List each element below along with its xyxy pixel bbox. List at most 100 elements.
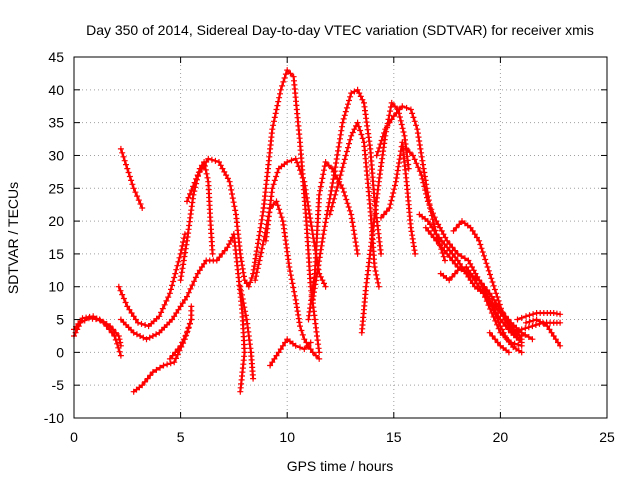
data-point xyxy=(418,153,425,160)
data-point xyxy=(171,313,178,320)
data-point xyxy=(420,165,427,172)
series-pass-ad xyxy=(514,310,564,323)
data-point xyxy=(269,359,276,366)
data-point xyxy=(316,191,323,198)
y-tick-label: 45 xyxy=(48,49,64,65)
x-tick-label: 15 xyxy=(386,429,402,445)
data-point xyxy=(525,334,532,340)
data-point xyxy=(490,282,497,289)
data-point xyxy=(279,342,286,349)
data-point xyxy=(437,224,443,231)
y-tick-label: -10 xyxy=(44,410,64,426)
data-point xyxy=(177,303,184,310)
data-point xyxy=(424,194,430,201)
data-point xyxy=(242,312,249,319)
data-point xyxy=(298,171,305,178)
data-point xyxy=(484,264,491,270)
data-point xyxy=(190,191,197,198)
data-point xyxy=(452,254,459,261)
data-point xyxy=(461,255,468,262)
data-point xyxy=(451,270,458,277)
data-point xyxy=(269,126,276,133)
series-pass-u xyxy=(373,103,448,264)
data-point xyxy=(483,291,490,298)
data-point xyxy=(237,283,244,290)
data-point xyxy=(237,388,244,395)
data-point xyxy=(497,323,504,330)
series-pass-k xyxy=(237,283,257,382)
data-point xyxy=(271,114,278,121)
data-point xyxy=(187,285,194,292)
data-point xyxy=(467,270,474,277)
data-point xyxy=(530,317,537,324)
data-point xyxy=(391,186,398,193)
data-point xyxy=(174,346,181,353)
data-point xyxy=(332,164,339,171)
data-point xyxy=(495,319,502,326)
data-point xyxy=(163,297,170,304)
data-point xyxy=(132,189,139,196)
data-point xyxy=(465,257,472,264)
data-point xyxy=(93,315,100,322)
data-point xyxy=(449,257,456,264)
data-point xyxy=(168,286,174,293)
data-point xyxy=(291,288,298,295)
data-point xyxy=(530,311,537,318)
data-point xyxy=(425,227,432,234)
data-point xyxy=(406,149,413,156)
data-point xyxy=(529,323,536,330)
y-tick-label: 0 xyxy=(56,344,64,360)
data-point xyxy=(274,102,281,109)
y-tick-label: -5 xyxy=(52,377,65,393)
data-point xyxy=(381,130,388,136)
data-point xyxy=(301,182,308,189)
data-point xyxy=(219,250,226,257)
x-axis-ticks: 0 5 10 15 20 25 xyxy=(70,57,615,445)
data-point xyxy=(83,314,90,321)
data-point xyxy=(226,178,233,185)
data-point xyxy=(122,299,129,306)
data-point xyxy=(491,286,498,293)
data-point xyxy=(471,231,478,238)
data-point xyxy=(238,291,245,298)
data-point xyxy=(396,106,403,113)
data-point xyxy=(255,261,262,268)
data-point xyxy=(253,269,260,276)
data-point xyxy=(216,254,223,261)
data-point xyxy=(248,275,255,281)
data-point xyxy=(503,319,510,326)
data-point xyxy=(286,264,293,270)
data-point xyxy=(282,339,289,346)
data-point xyxy=(309,349,316,356)
data-point xyxy=(229,191,235,197)
data-point xyxy=(441,247,448,254)
data-point xyxy=(456,221,463,228)
data-point xyxy=(313,352,319,359)
data-point xyxy=(334,184,341,190)
data-point xyxy=(273,198,280,205)
data-point xyxy=(522,331,529,338)
data-point xyxy=(526,312,533,319)
data-point xyxy=(304,342,311,349)
data-point xyxy=(420,179,427,186)
data-point xyxy=(129,181,136,188)
data-point xyxy=(441,241,448,248)
data-point xyxy=(173,355,179,362)
data-point xyxy=(219,165,226,172)
data-point xyxy=(124,303,131,310)
data-point xyxy=(415,164,422,171)
data-point xyxy=(293,304,300,311)
data-point xyxy=(331,172,338,179)
data-point xyxy=(321,280,327,287)
data-point xyxy=(224,244,231,251)
data-point xyxy=(115,283,122,290)
y-tick-label: 25 xyxy=(48,180,64,196)
data-point xyxy=(245,283,252,290)
data-point xyxy=(172,270,179,277)
data-point xyxy=(353,122,359,129)
data-point xyxy=(316,355,323,362)
data-point xyxy=(140,334,147,341)
data-point xyxy=(169,316,176,323)
data-point xyxy=(427,221,433,228)
data-point xyxy=(271,177,278,184)
